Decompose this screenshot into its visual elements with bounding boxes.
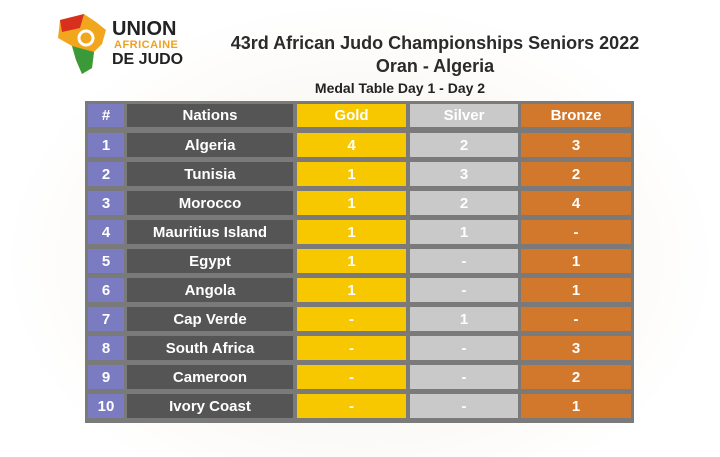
rank-cell: 2 [88, 162, 124, 186]
nation-cell: Cameroon [127, 365, 293, 389]
nation-cell: Cap Verde [127, 307, 293, 331]
gold-cell: - [297, 307, 406, 331]
bronze-cell: 2 [521, 162, 631, 186]
nation-cell: Tunisia [127, 162, 293, 186]
rank-cell: 6 [88, 278, 124, 302]
bronze-header: Bronze [521, 104, 631, 127]
gold-cell: 1 [297, 220, 406, 244]
logo-mark [58, 14, 106, 74]
logo-text: UNION [112, 18, 177, 40]
bronze-cell: - [521, 307, 631, 331]
silver-cell: - [410, 365, 518, 389]
gold-cell: - [297, 336, 406, 360]
silver-cell: 1 [410, 307, 518, 331]
silver-header: Silver [410, 104, 518, 127]
rank-cell: 7 [88, 307, 124, 331]
silver-cell: - [410, 336, 518, 360]
title: 43rd African Judo Championships Seniors … [230, 33, 640, 53]
silver-cell: - [410, 249, 518, 273]
silver-cell: - [410, 278, 518, 302]
nation-cell: Ivory Coast [127, 394, 293, 418]
silver-cell: 2 [410, 133, 518, 157]
gold-cell: - [297, 365, 406, 389]
nation-cell: Egypt [127, 249, 293, 273]
rank-header: # [88, 104, 124, 127]
logo-text: AFRICAINE [114, 39, 179, 51]
nation-cell: Angola [127, 278, 293, 302]
bronze-cell: 4 [521, 191, 631, 215]
gold-cell: 1 [297, 278, 406, 302]
gold-cell: 4 [297, 133, 406, 157]
medal-table: # Nations Gold Silver Bronze 1 Algeria 4 2 3 2 Tuni… [85, 101, 634, 423]
silver-cell: 2 [410, 191, 518, 215]
nation-cell: Morocco [127, 191, 293, 215]
gold-cell: 1 [297, 162, 406, 186]
rank-cell: 3 [88, 191, 124, 215]
table-title: Medal Table Day 1 - Day 2 [314, 80, 486, 96]
subtitle: Oran - Algeria [375, 56, 495, 76]
bronze-cell: 1 [521, 394, 631, 418]
gold-cell: - [297, 394, 406, 418]
rank-cell: 10 [88, 394, 124, 418]
silver-cell: - [410, 394, 518, 418]
bronze-cell: 2 [521, 365, 631, 389]
bronze-cell: 1 [521, 249, 631, 273]
rank-cell: 5 [88, 249, 124, 273]
silver-cell: 1 [410, 220, 518, 244]
logo-text: DE JUDO [112, 51, 184, 68]
bronze-cell: 3 [521, 336, 631, 360]
rank-cell: 4 [88, 220, 124, 244]
nation-cell: Algeria [127, 133, 293, 157]
nation-cell: Mauritius Island [127, 220, 293, 244]
bronze-cell: 3 [521, 133, 631, 157]
gold-header: Gold [297, 104, 406, 127]
nation-header: Nations [127, 104, 293, 127]
rank-cell: 1 [88, 133, 124, 157]
bronze-cell: - [521, 220, 631, 244]
bronze-cell: 1 [521, 278, 631, 302]
rank-cell: 9 [88, 365, 124, 389]
rank-cell: 8 [88, 336, 124, 360]
gold-cell: 1 [297, 249, 406, 273]
nation-cell: South Africa [127, 336, 293, 360]
silver-cell: 3 [410, 162, 518, 186]
gold-cell: 1 [297, 191, 406, 215]
